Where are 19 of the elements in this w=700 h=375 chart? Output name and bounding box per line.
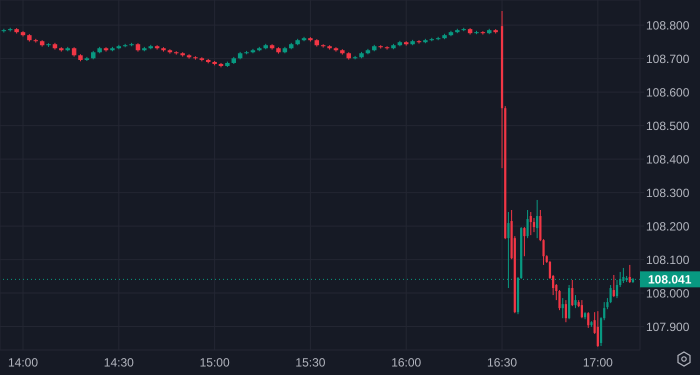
x-tick-label: 14:30 (104, 356, 134, 370)
y-tick-label: 108.700 (646, 52, 690, 66)
y-tick-label: 108.800 (646, 18, 690, 32)
x-tick-label: 16:30 (487, 356, 518, 370)
candlestick (72, 46, 76, 58)
y-tick-label: 108.300 (646, 186, 690, 200)
y-tick-label: 108.100 (646, 252, 690, 267)
x-tick-label: 16:00 (391, 356, 422, 370)
y-tick-label: 108.000 (646, 286, 690, 300)
y-tick-label: 108.600 (646, 85, 690, 100)
x-tick-label: 15:00 (200, 356, 230, 370)
ref-line-label: 108.041 (648, 272, 692, 286)
y-tick-label: 108.500 (646, 118, 690, 133)
x-tick-label: 14:00 (8, 356, 38, 370)
y-tick-label: 108.400 (646, 152, 690, 166)
y-tick-label: 107.900 (646, 320, 690, 334)
x-tick-label: 17:00 (582, 356, 614, 370)
x-tick-label: 15:30 (295, 356, 326, 370)
y-tick-label: 108.200 (646, 219, 690, 234)
